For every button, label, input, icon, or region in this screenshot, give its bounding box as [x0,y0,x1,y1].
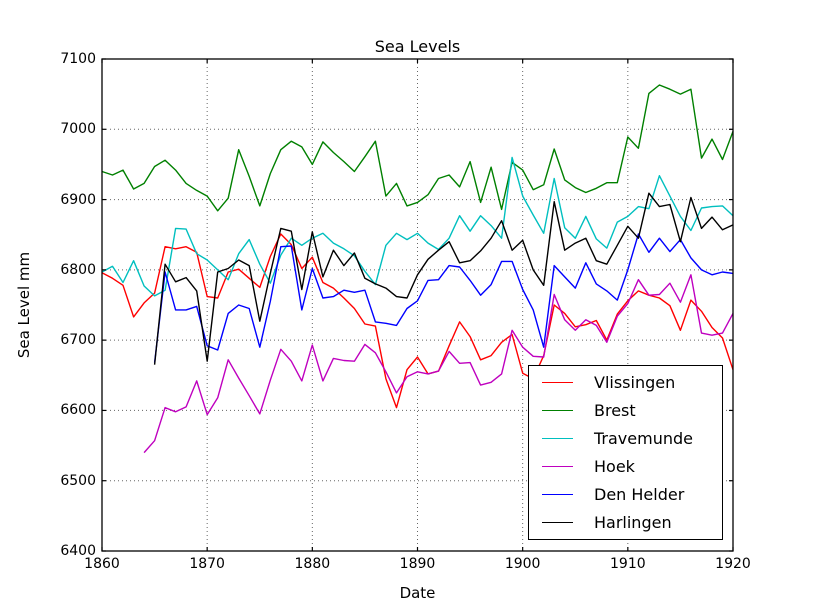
x-tick-label-1890: 1890 [399,556,436,572]
legend: Vlissingen Brest Travemunde Hoek Den Helder H… [528,365,723,540]
legend-item-hoek: Hoek [529,453,722,479]
series-line-vlissingen [101,233,734,409]
legend-item-travemunde: Travemunde [529,426,722,452]
legend-label-brest: Brest [594,401,636,421]
legend-line-den-helder [542,493,573,495]
series-line-brest [101,84,734,212]
x-tick-label-1870: 1870 [189,556,225,572]
x-tick-label-1880: 1880 [294,556,331,572]
legend-label-den-helder: Den Helder [594,484,685,504]
x-tick-label-1920: 1920 [715,556,751,572]
y-tick-label-7100: 7100 [60,51,96,67]
y-tick-label-6400: 6400 [60,543,96,559]
legend-item-vlissingen: Vlissingen [529,370,722,396]
legend-item-brest: Brest [529,398,722,424]
legend-label-travemunde: Travemunde [594,429,693,449]
y-tick-label-6700: 6700 [60,332,96,349]
legend-label-hoek: Hoek [594,456,635,476]
series-line-den-helder [153,233,734,363]
series-line-hoek [143,274,734,454]
y-tick-label-6900: 6900 [60,191,96,208]
chart-title: Sea Levels [374,37,461,56]
y-tick-label-6500: 6500 [60,472,96,489]
y-tick-label-6800: 6800 [60,261,96,278]
legend-line-hoek [542,465,573,467]
legend-line-vlissingen [542,382,573,384]
y-tick-label-6600: 6600 [60,402,96,419]
x-tick-label-1860: 1860 [84,556,120,572]
legend-label-vlissingen: Vlissingen [594,373,676,393]
x-axis-label: Date [399,584,436,602]
series-line-travemunde [101,156,734,297]
legend-line-brest [542,410,573,412]
legend-item-den-helder: Den Helder [529,481,722,507]
series-line-harlingen [153,192,734,365]
x-tick-label-1910: 1910 [610,556,646,572]
legend-label-harlingen: Harlingen [594,512,672,532]
legend-item-harlingen: Harlingen [529,509,722,535]
legend-line-travemunde [542,438,573,440]
y-tick-label-7000: 7000 [60,121,96,138]
legend-line-harlingen [542,521,573,523]
x-tick-label-1900: 1900 [504,556,541,572]
